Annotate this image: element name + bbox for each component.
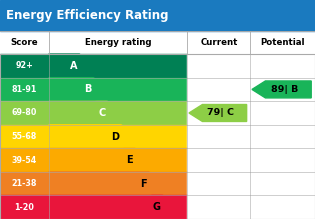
Bar: [187, 172, 315, 195]
Bar: [0, 54, 315, 219]
Bar: [187, 195, 315, 219]
Polygon shape: [49, 195, 181, 219]
Text: A: A: [70, 61, 78, 71]
Bar: [187, 148, 315, 172]
Text: 81-91: 81-91: [12, 85, 37, 94]
Text: 21-38: 21-38: [12, 179, 37, 188]
Polygon shape: [49, 101, 126, 125]
Bar: [0, 195, 187, 219]
Text: Score: Score: [11, 38, 38, 47]
Bar: [187, 54, 315, 78]
Bar: [0, 78, 187, 101]
Polygon shape: [49, 148, 153, 172]
Text: C: C: [98, 108, 106, 118]
Text: 89| B: 89| B: [271, 85, 298, 94]
Polygon shape: [189, 104, 247, 122]
Bar: [0, 148, 187, 172]
Text: Potential: Potential: [261, 38, 305, 47]
Bar: [0, 172, 187, 195]
Text: 1-20: 1-20: [14, 203, 34, 212]
Text: B: B: [84, 85, 92, 94]
Bar: [0, 0, 315, 31]
Text: G: G: [153, 202, 161, 212]
Text: 55-68: 55-68: [12, 132, 37, 141]
Text: 69-80: 69-80: [12, 108, 37, 117]
Bar: [0, 31, 315, 54]
Polygon shape: [49, 125, 140, 148]
Text: F: F: [140, 179, 147, 189]
Polygon shape: [49, 54, 98, 78]
Polygon shape: [49, 172, 167, 195]
Text: Energy Efficiency Rating: Energy Efficiency Rating: [6, 9, 169, 22]
Bar: [0, 101, 187, 125]
Bar: [0, 54, 187, 78]
Text: 92+: 92+: [15, 61, 33, 70]
Text: Current: Current: [200, 38, 238, 47]
Bar: [0, 125, 187, 148]
Bar: [187, 125, 315, 148]
Polygon shape: [49, 78, 112, 101]
Text: 79| C: 79| C: [208, 108, 234, 117]
Bar: [187, 78, 315, 101]
Text: E: E: [127, 155, 133, 165]
Text: Energy rating: Energy rating: [85, 38, 152, 47]
Text: 39-54: 39-54: [12, 156, 37, 165]
Text: D: D: [111, 132, 119, 141]
Polygon shape: [252, 81, 311, 98]
Bar: [187, 101, 315, 125]
